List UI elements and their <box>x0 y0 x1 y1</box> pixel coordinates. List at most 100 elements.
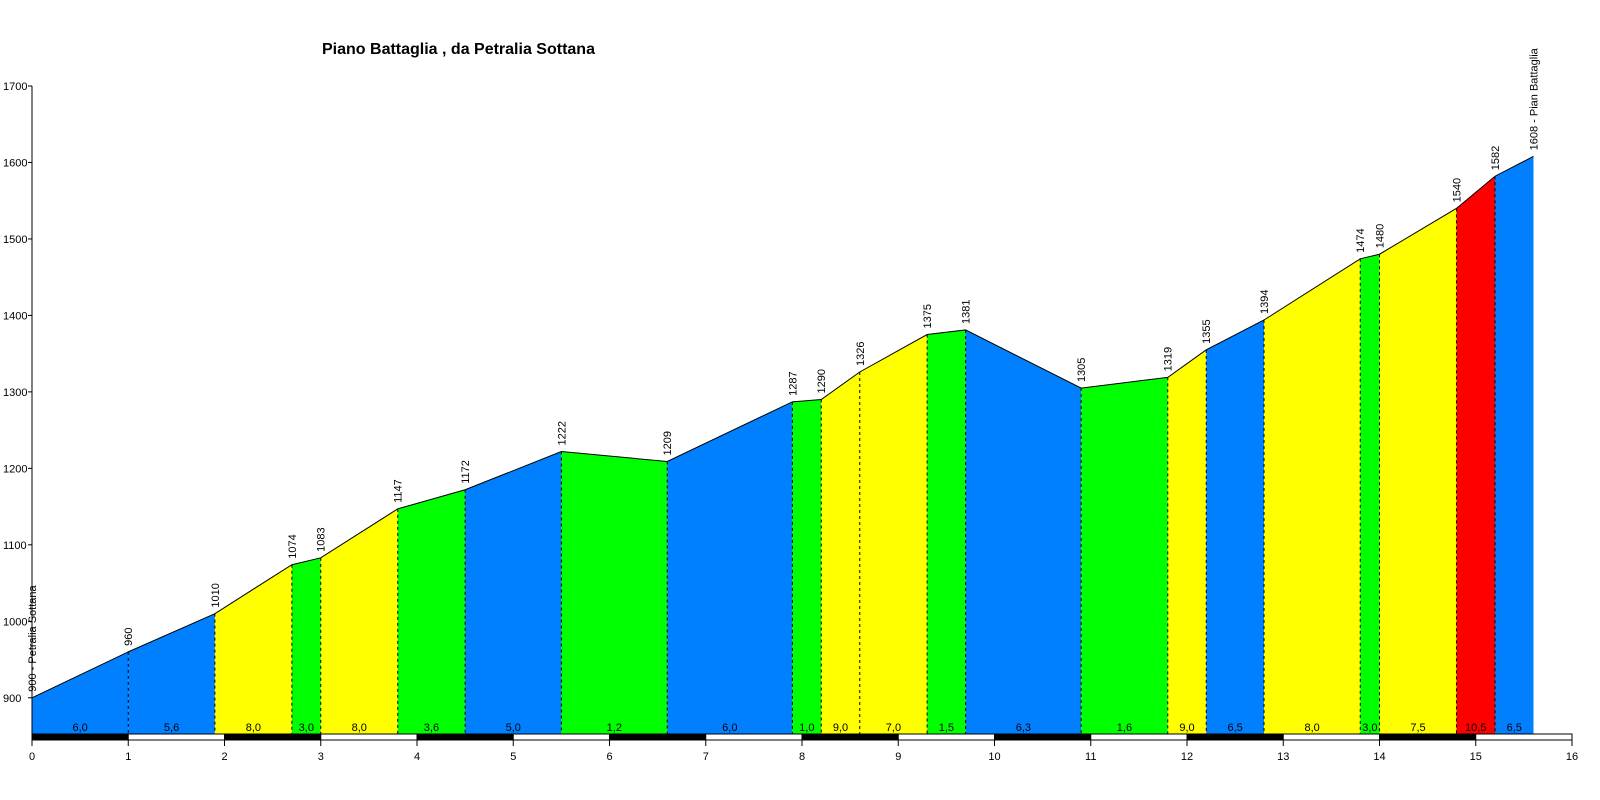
km-scale-block <box>1090 733 1188 741</box>
grade-segment <box>32 651 129 736</box>
y-tick-label: 1300 <box>3 387 27 399</box>
km-scale-block <box>705 733 803 741</box>
km-scale-block <box>1282 733 1380 741</box>
x-tick-label: 4 <box>414 751 420 763</box>
x-tick-label: 16 <box>1566 751 1578 763</box>
elevation-label: 1010 <box>210 583 222 607</box>
km-scale-block <box>224 733 322 741</box>
grade-label: 8,0 <box>246 722 261 734</box>
grade-label: 3,0 <box>1362 722 1377 734</box>
grade-segment <box>465 451 562 736</box>
x-tick-label: 6 <box>606 751 612 763</box>
x-tick-label: 5 <box>510 751 516 763</box>
y-tick-label: 1500 <box>3 234 27 246</box>
elevation-label: 1474 <box>1355 228 1367 252</box>
grade-segment <box>128 613 215 736</box>
elevation-label: 1074 <box>287 534 299 558</box>
chart-title: Piano Battaglia , da Petralia Sottana <box>322 41 595 58</box>
elevation-label: 1319 <box>1163 347 1175 371</box>
x-tick-label: 8 <box>799 751 805 763</box>
grade-segment <box>859 334 928 736</box>
grade-segment <box>667 401 793 736</box>
km-scale-block <box>897 733 995 741</box>
y-tick-label: 1400 <box>3 310 27 322</box>
elevation-label: 1222 <box>556 421 568 445</box>
grade-segment <box>320 508 398 736</box>
grade-label: 7,0 <box>886 722 901 734</box>
km-scale-block <box>31 733 129 741</box>
grade-segment <box>1379 208 1457 737</box>
grade-label: 10,5 <box>1465 722 1486 734</box>
grade-segment <box>397 489 466 736</box>
y-tick-label: 1000 <box>3 616 27 628</box>
grade-segment <box>792 399 822 736</box>
elevation-label: 1326 <box>855 342 867 366</box>
profile-outline <box>31 155 1534 736</box>
elevation-label: 1147 <box>393 479 405 503</box>
grade-label: 1,0 <box>799 722 814 734</box>
x-tick-label: 0 <box>29 751 35 763</box>
grade-segment <box>1495 156 1534 737</box>
km-scale-block <box>1186 733 1284 741</box>
grade-segment <box>1081 377 1168 736</box>
km-scale-block <box>127 733 225 741</box>
grade-label: 8,0 <box>1304 722 1319 734</box>
grade-segment <box>1206 320 1264 736</box>
grade-label: 1,5 <box>939 722 954 734</box>
km-scale-block <box>512 733 610 741</box>
elevation-label: 1287 <box>787 371 799 395</box>
x-tick-label: 7 <box>703 751 709 763</box>
grade-segment <box>927 329 966 736</box>
elevation-label: 1290 <box>816 369 828 393</box>
elevation-label: 1480 <box>1375 224 1387 248</box>
grade-label: 1,2 <box>607 722 622 734</box>
x-tick-label: 2 <box>221 751 227 763</box>
x-tick-label: 9 <box>895 751 901 763</box>
y-tick-label: 1200 <box>3 463 27 475</box>
grade-label: 9,0 <box>833 722 848 734</box>
x-tick-label: 11 <box>1085 751 1096 763</box>
elevation-label: 960 <box>123 628 135 646</box>
labels: 6,0 5,6 8,0 3,0 8,0 3,6 5,0 1,2 6,0 1,0 9,0 7,0 1,5 6… <box>27 47 1541 734</box>
elevation-label: 1375 <box>922 304 934 328</box>
elevation-label: 1083 <box>316 527 328 551</box>
x-tick-label: 10 <box>988 751 1000 763</box>
y-tick-label: 1100 <box>3 540 27 552</box>
km-scale-block <box>609 733 707 741</box>
x-tick-label: 3 <box>318 751 324 763</box>
grade-label: 6,5 <box>1227 722 1242 734</box>
km-scale-block <box>416 733 514 741</box>
grade-label: 9,0 <box>1179 722 1194 734</box>
grade-segments <box>32 156 1534 737</box>
x-tick-label: 15 <box>1470 751 1482 763</box>
x-tick-label: 12 <box>1181 751 1193 763</box>
grade-segment <box>214 564 292 736</box>
elevation-label: 900 - Petralia Sottana <box>27 584 39 691</box>
elevation-label: 1394 <box>1259 290 1271 314</box>
grade-label: 8,0 <box>352 722 367 734</box>
grade-label: 5,6 <box>164 722 179 734</box>
grade-label: 6,0 <box>72 722 87 734</box>
elevation-label: 1172 <box>460 460 472 484</box>
km-scale-block <box>320 733 418 741</box>
km-scale-bar <box>31 733 1573 741</box>
elevation-label: 1209 <box>662 431 674 455</box>
elevation-label: 1355 <box>1201 319 1213 343</box>
grade-label: 1,6 <box>1117 722 1132 734</box>
x-tick-label: 14 <box>1373 751 1385 763</box>
grade-segment <box>1264 258 1361 736</box>
elevation-label: 1305 <box>1076 358 1088 382</box>
grade-label: 6,3 <box>1016 722 1031 734</box>
grade-segment <box>965 329 1082 736</box>
elevation-label: 1608 - Pian Battaglia <box>1529 47 1541 150</box>
x-tick-label: 1 <box>125 751 131 763</box>
grade-label: 3,0 <box>299 722 314 734</box>
km-scale-block <box>1475 733 1573 741</box>
grade-label: 3,6 <box>424 722 439 734</box>
elevation-label: 1582 <box>1490 146 1502 170</box>
y-tick-label: 900 <box>3 693 21 705</box>
elevation-label: 1381 <box>961 299 973 323</box>
grade-segment <box>561 451 668 736</box>
